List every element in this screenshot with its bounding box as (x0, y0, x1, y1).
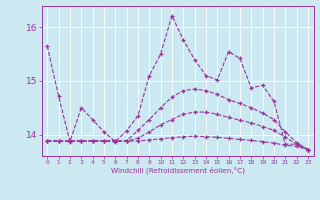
X-axis label: Windchill (Refroidissement éolien,°C): Windchill (Refroidissement éolien,°C) (111, 167, 244, 174)
